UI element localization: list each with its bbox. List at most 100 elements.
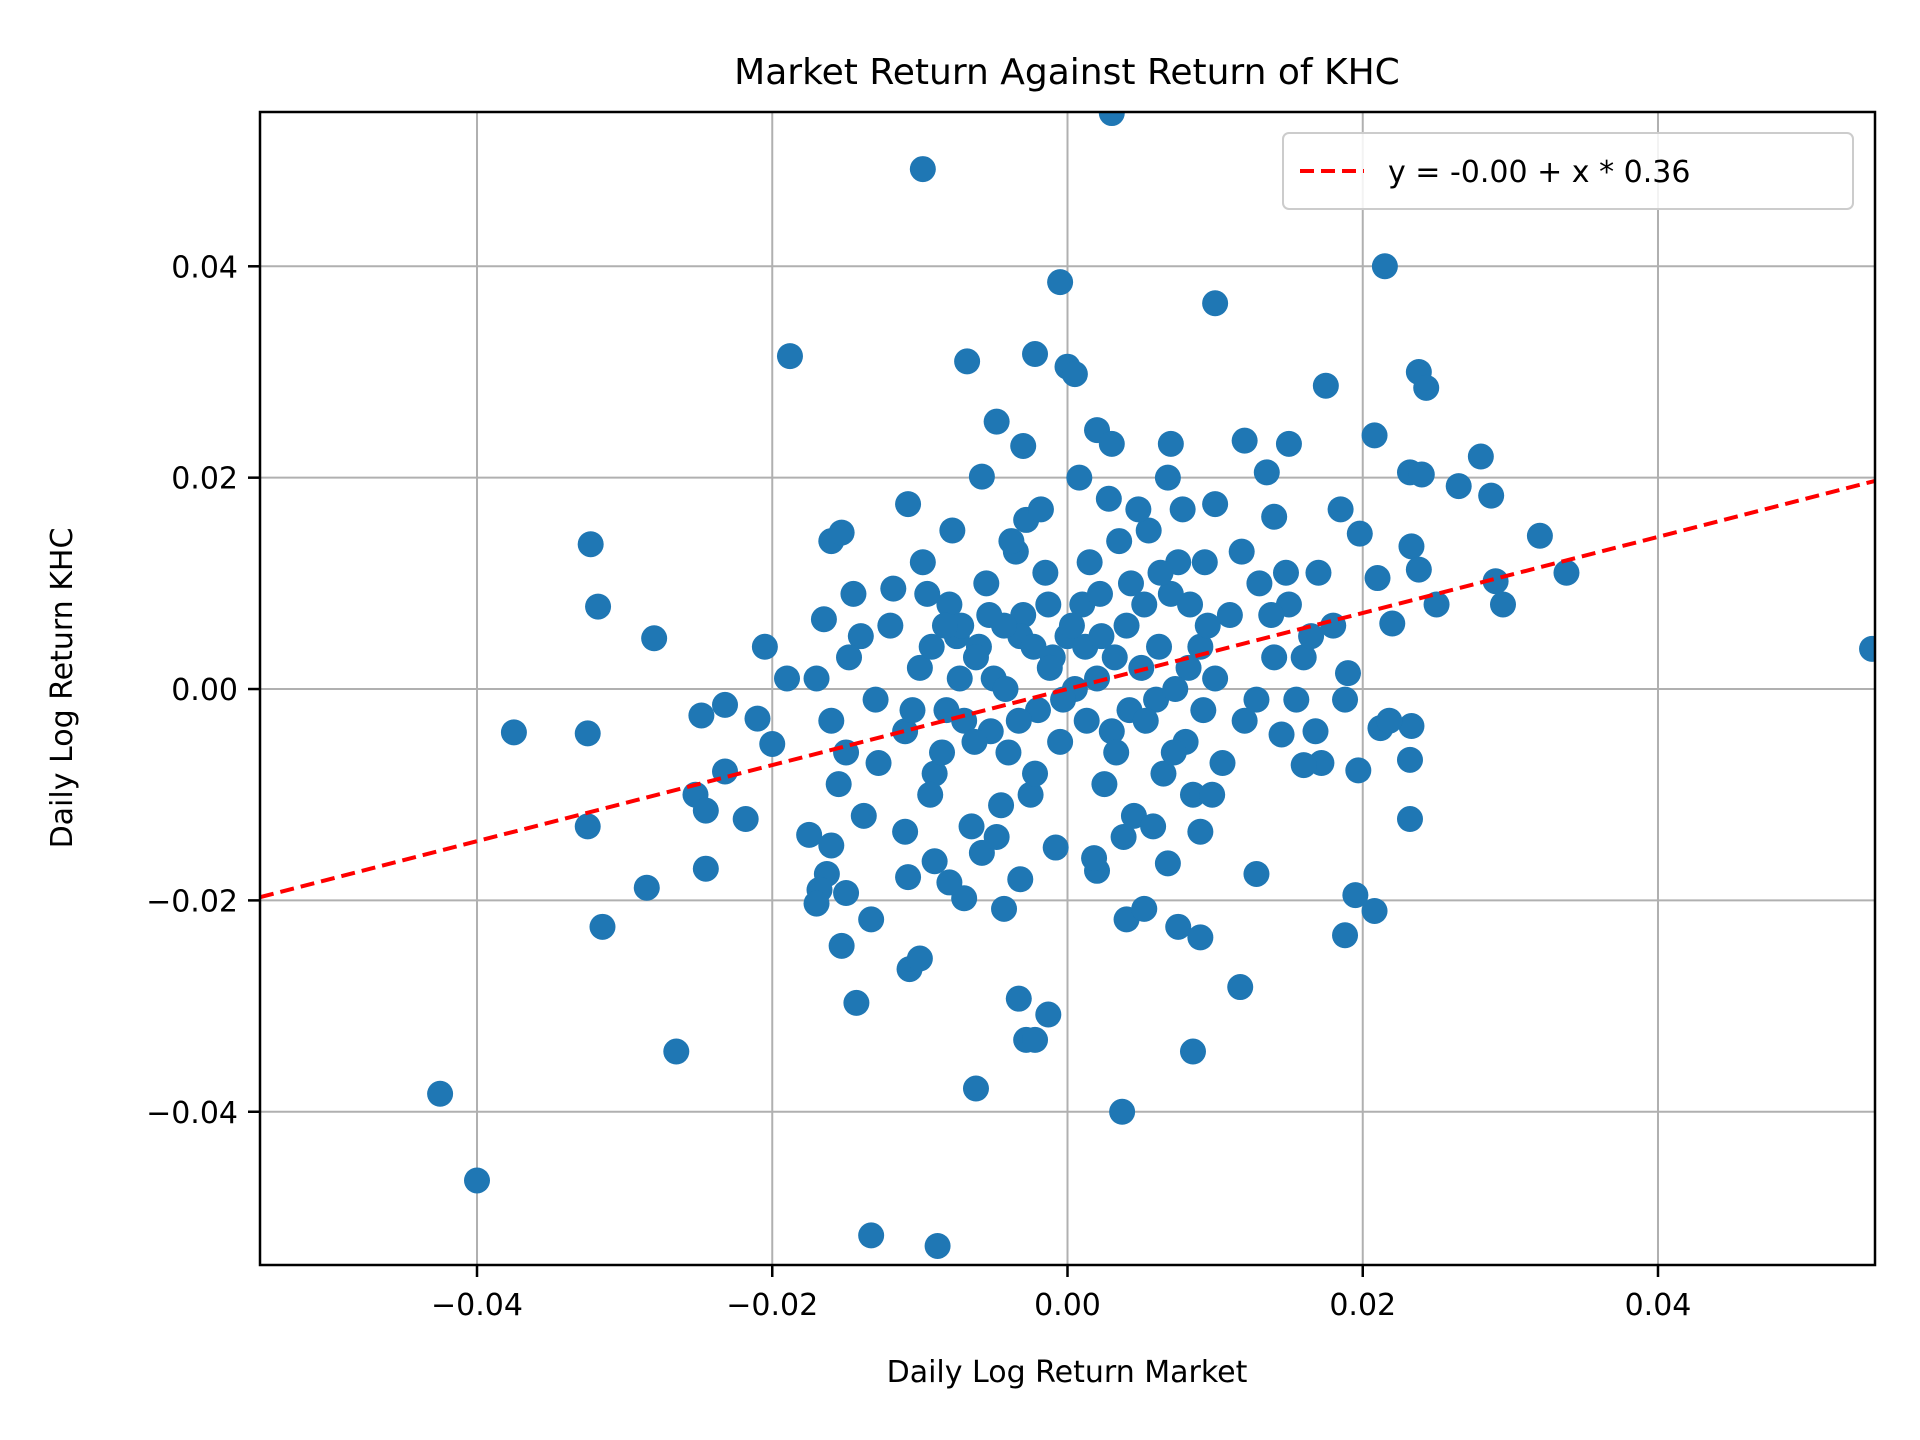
data-point <box>1165 913 1192 940</box>
legend: y = -0.00 + x * 0.36 <box>1282 132 1854 210</box>
data-point <box>1199 781 1226 808</box>
data-point <box>1098 430 1125 457</box>
data-point <box>1098 718 1125 745</box>
data-point <box>1088 623 1115 650</box>
data-point <box>1478 482 1505 509</box>
data-point <box>1101 644 1128 671</box>
data-point <box>1553 559 1580 586</box>
data-point <box>858 906 885 933</box>
data-point <box>862 686 889 713</box>
data-point <box>1157 580 1184 607</box>
data-point <box>641 625 668 652</box>
data-point <box>1342 882 1369 909</box>
data-point <box>1143 686 1170 713</box>
data-point <box>1187 924 1214 951</box>
data-point <box>1209 750 1236 777</box>
data-point <box>1047 269 1074 296</box>
data-point <box>1010 602 1037 629</box>
data-point <box>1290 752 1317 779</box>
data-point <box>1361 897 1388 924</box>
data-point <box>1132 707 1159 734</box>
data-point <box>1005 985 1032 1012</box>
data-point <box>995 739 1022 766</box>
data-point <box>1022 1026 1049 1053</box>
y-axis-ticks: −0.04 −0.02 0.00 0.02 0.04 <box>146 250 260 1131</box>
data-point <box>1020 633 1047 660</box>
data-point <box>858 1222 885 1249</box>
data-point <box>1408 461 1435 488</box>
data-point <box>1413 374 1440 401</box>
data-point <box>1191 549 1218 576</box>
data-point <box>1131 591 1158 618</box>
data-point <box>1272 559 1299 586</box>
data-point <box>1047 728 1074 755</box>
data-point <box>833 879 860 906</box>
data-point <box>1396 746 1423 773</box>
data-point <box>1482 568 1509 595</box>
data-point <box>895 491 922 518</box>
data-point <box>917 781 944 808</box>
data-point <box>929 739 956 766</box>
data-point <box>1066 464 1093 491</box>
data-point <box>1202 491 1229 518</box>
data-point <box>1103 739 1130 766</box>
data-point <box>1312 372 1339 399</box>
data-point <box>1160 739 1187 766</box>
data-point <box>1017 781 1044 808</box>
data-point <box>712 691 739 718</box>
data-point <box>843 989 870 1016</box>
data-point <box>1231 427 1258 454</box>
data-point <box>796 821 823 848</box>
data-point <box>464 1167 491 1194</box>
data-point <box>1859 635 1875 662</box>
data-point <box>1061 361 1088 388</box>
data-point <box>983 823 1010 850</box>
data-point <box>914 580 941 607</box>
data-point <box>954 348 981 375</box>
data-point <box>1076 549 1103 576</box>
data-point <box>1526 522 1553 549</box>
data-point <box>1231 707 1258 734</box>
data-point <box>633 874 660 901</box>
data-point <box>1246 570 1273 597</box>
data-point <box>427 1080 454 1107</box>
x-tick-label: 0.00 <box>1034 1288 1101 1323</box>
data-point <box>810 606 837 633</box>
data-point <box>1010 432 1037 459</box>
data-point <box>1042 834 1069 861</box>
data-point <box>1216 602 1243 629</box>
data-point <box>992 676 1019 703</box>
y-tick-label: −0.04 <box>146 1096 238 1131</box>
data-point <box>1125 496 1152 523</box>
data-point <box>1379 610 1406 637</box>
data-point <box>991 895 1018 922</box>
data-point <box>1110 823 1137 850</box>
data-point <box>962 1075 989 1102</box>
y-tick-label: −0.02 <box>146 884 238 919</box>
data-point <box>847 623 874 650</box>
data-point <box>1467 443 1494 470</box>
data-point <box>1396 806 1423 833</box>
x-tick-label: −0.04 <box>431 1288 523 1323</box>
data-point <box>936 869 963 896</box>
data-point <box>744 705 771 732</box>
data-point <box>1022 760 1049 787</box>
data-point <box>1169 496 1196 523</box>
data-point <box>1258 602 1285 629</box>
data-point <box>574 813 601 840</box>
data-point <box>1147 559 1174 586</box>
data-point <box>1058 612 1085 639</box>
data-point <box>968 463 995 490</box>
data-point <box>732 806 759 833</box>
x-axis-ticks: −0.04 −0.02 0.00 0.02 0.04 <box>431 1265 1691 1323</box>
data-point <box>751 633 778 660</box>
plot-area <box>258 110 1877 1267</box>
data-point <box>921 760 948 787</box>
data-point <box>803 890 830 917</box>
data-point <box>1022 341 1049 368</box>
data-point <box>1073 707 1100 734</box>
data-point <box>828 519 855 546</box>
data-point <box>1179 781 1206 808</box>
data-point <box>1032 559 1059 586</box>
data-point <box>1128 654 1155 681</box>
